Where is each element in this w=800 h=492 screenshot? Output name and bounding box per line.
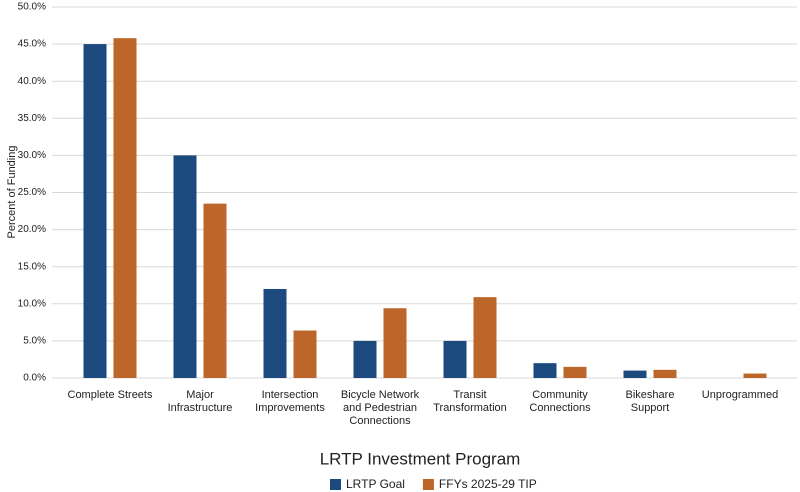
bar — [203, 203, 227, 378]
bar — [83, 44, 107, 378]
bar — [473, 297, 497, 378]
x-tick-label: Bicycle Network and Pedestrian Connections — [341, 389, 420, 427]
bar — [443, 340, 467, 378]
legend-swatch — [330, 479, 341, 490]
bar — [113, 38, 137, 378]
y-tick-label: 35.0% — [18, 113, 46, 124]
x-tick-label: Intersection Improvements — [255, 389, 325, 414]
x-tick-label-line: Community — [532, 389, 588, 401]
bar — [383, 308, 407, 378]
y-tick-label: 30.0% — [18, 150, 46, 161]
bar — [263, 288, 287, 378]
y-tick-label: 45.0% — [18, 39, 46, 50]
bar — [293, 330, 317, 378]
x-tick-label: Bikeshare Support — [626, 389, 675, 414]
bar — [563, 366, 587, 378]
bar — [653, 369, 677, 378]
bar — [173, 155, 197, 378]
x-tick-label-line: Intersection — [262, 389, 319, 401]
x-tick-label-line: Connections — [349, 415, 411, 427]
x-tick-label-line: Transformation — [433, 402, 507, 414]
y-tick-label: 5.0% — [23, 336, 46, 347]
x-tick-label: Major Infrastructure — [168, 389, 233, 414]
bar — [623, 370, 647, 378]
legend-label: FFYs 2025-29 TIP — [439, 477, 537, 491]
y-tick-label: 50.0% — [18, 2, 46, 13]
y-axis-title: Percent of Funding — [6, 146, 18, 239]
x-tick-label: Unprogrammed — [702, 389, 778, 401]
x-tick-label-line: Major — [186, 389, 214, 401]
x-tick-label-line: Bikeshare — [626, 389, 675, 401]
x-tick-label-line: Unprogrammed — [702, 389, 778, 401]
x-tick-label-line: Infrastructure — [168, 402, 233, 414]
y-tick-label: 15.0% — [18, 261, 46, 272]
x-tick-label: Community Connections — [529, 389, 591, 414]
y-tick-label: 25.0% — [18, 187, 46, 198]
bar — [743, 373, 767, 378]
x-tick-label-line: Transit — [453, 389, 486, 401]
legend-label: LRTP Goal — [346, 477, 405, 491]
x-tick-label: Transit Transformation — [433, 389, 507, 414]
x-tick-label-line: and Pedestrian — [343, 402, 417, 414]
x-tick-label: Complete Streets — [68, 389, 153, 401]
bar — [533, 363, 557, 378]
y-tick-label: 40.0% — [18, 76, 46, 87]
x-tick-label-line: Complete Streets — [68, 389, 153, 401]
x-tick-label-line: Connections — [529, 402, 591, 414]
legend-swatch — [422, 479, 434, 490]
y-tick-label: 10.0% — [18, 298, 46, 309]
x-tick-label-line: Improvements — [255, 402, 325, 414]
x-axis-title: LRTP Investment Program — [320, 449, 521, 468]
y-tick-label: 20.0% — [18, 224, 46, 235]
y-tick-label: 0.0% — [23, 373, 46, 384]
x-tick-label-line: Bicycle Network — [341, 389, 420, 401]
x-tick-label-line: Support — [631, 402, 670, 414]
bar — [353, 340, 377, 378]
